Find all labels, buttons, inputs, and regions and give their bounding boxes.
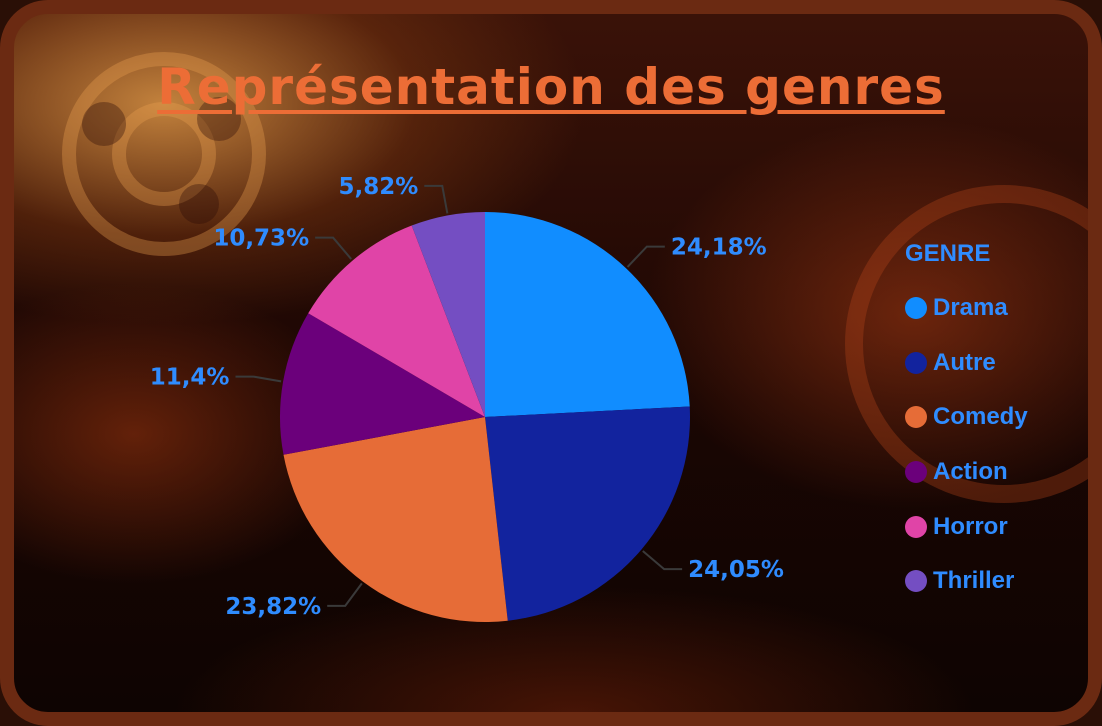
pie-slice-autre[interactable] <box>485 406 690 620</box>
leader-line-thriller <box>424 186 447 214</box>
legend-label-autre: Autre <box>933 349 996 377</box>
data-label-autre: 24,05% <box>688 557 784 583</box>
legend-swatch-autre <box>905 352 927 374</box>
legend-item-horror[interactable]: Horror <box>905 499 1028 554</box>
pie-slice-drama[interactable] <box>485 212 690 417</box>
legend-label-horror: Horror <box>933 513 1008 541</box>
legend-item-autre[interactable]: Autre <box>905 336 1028 391</box>
legend-title: GENRE <box>905 240 1028 268</box>
legend-item-action[interactable]: Action <box>905 445 1028 500</box>
data-label-thriller: 5,82% <box>338 174 418 200</box>
leader-line-comedy <box>327 583 362 606</box>
data-label-comedy: 23,82% <box>225 594 321 620</box>
legend-item-drama[interactable]: Drama <box>905 281 1028 336</box>
legend-swatch-thriller <box>905 570 927 592</box>
leader-line-autre <box>643 551 682 569</box>
legend-item-thriller[interactable]: Thriller <box>905 554 1028 609</box>
legend-swatch-drama <box>905 297 927 319</box>
legend-label-comedy: Comedy <box>933 403 1028 431</box>
data-label-horror: 10,73% <box>213 226 309 252</box>
legend-item-comedy[interactable]: Comedy <box>905 390 1028 445</box>
data-label-action: 11,4% <box>150 365 230 391</box>
legend-label-drama: Drama <box>933 294 1008 322</box>
data-label-drama: 24,18% <box>671 235 767 261</box>
legend-swatch-horror <box>905 516 927 538</box>
legend: GENRE Drama Autre Comedy Action Horror Thrill… <box>905 240 1028 609</box>
legend-label-thriller: Thriller <box>933 567 1014 595</box>
leader-line-horror <box>315 238 351 259</box>
legend-label-action: Action <box>933 458 1008 486</box>
leader-line-action <box>235 377 281 382</box>
legend-swatch-action <box>905 461 927 483</box>
leader-line-drama <box>628 247 665 267</box>
legend-swatch-comedy <box>905 406 927 428</box>
